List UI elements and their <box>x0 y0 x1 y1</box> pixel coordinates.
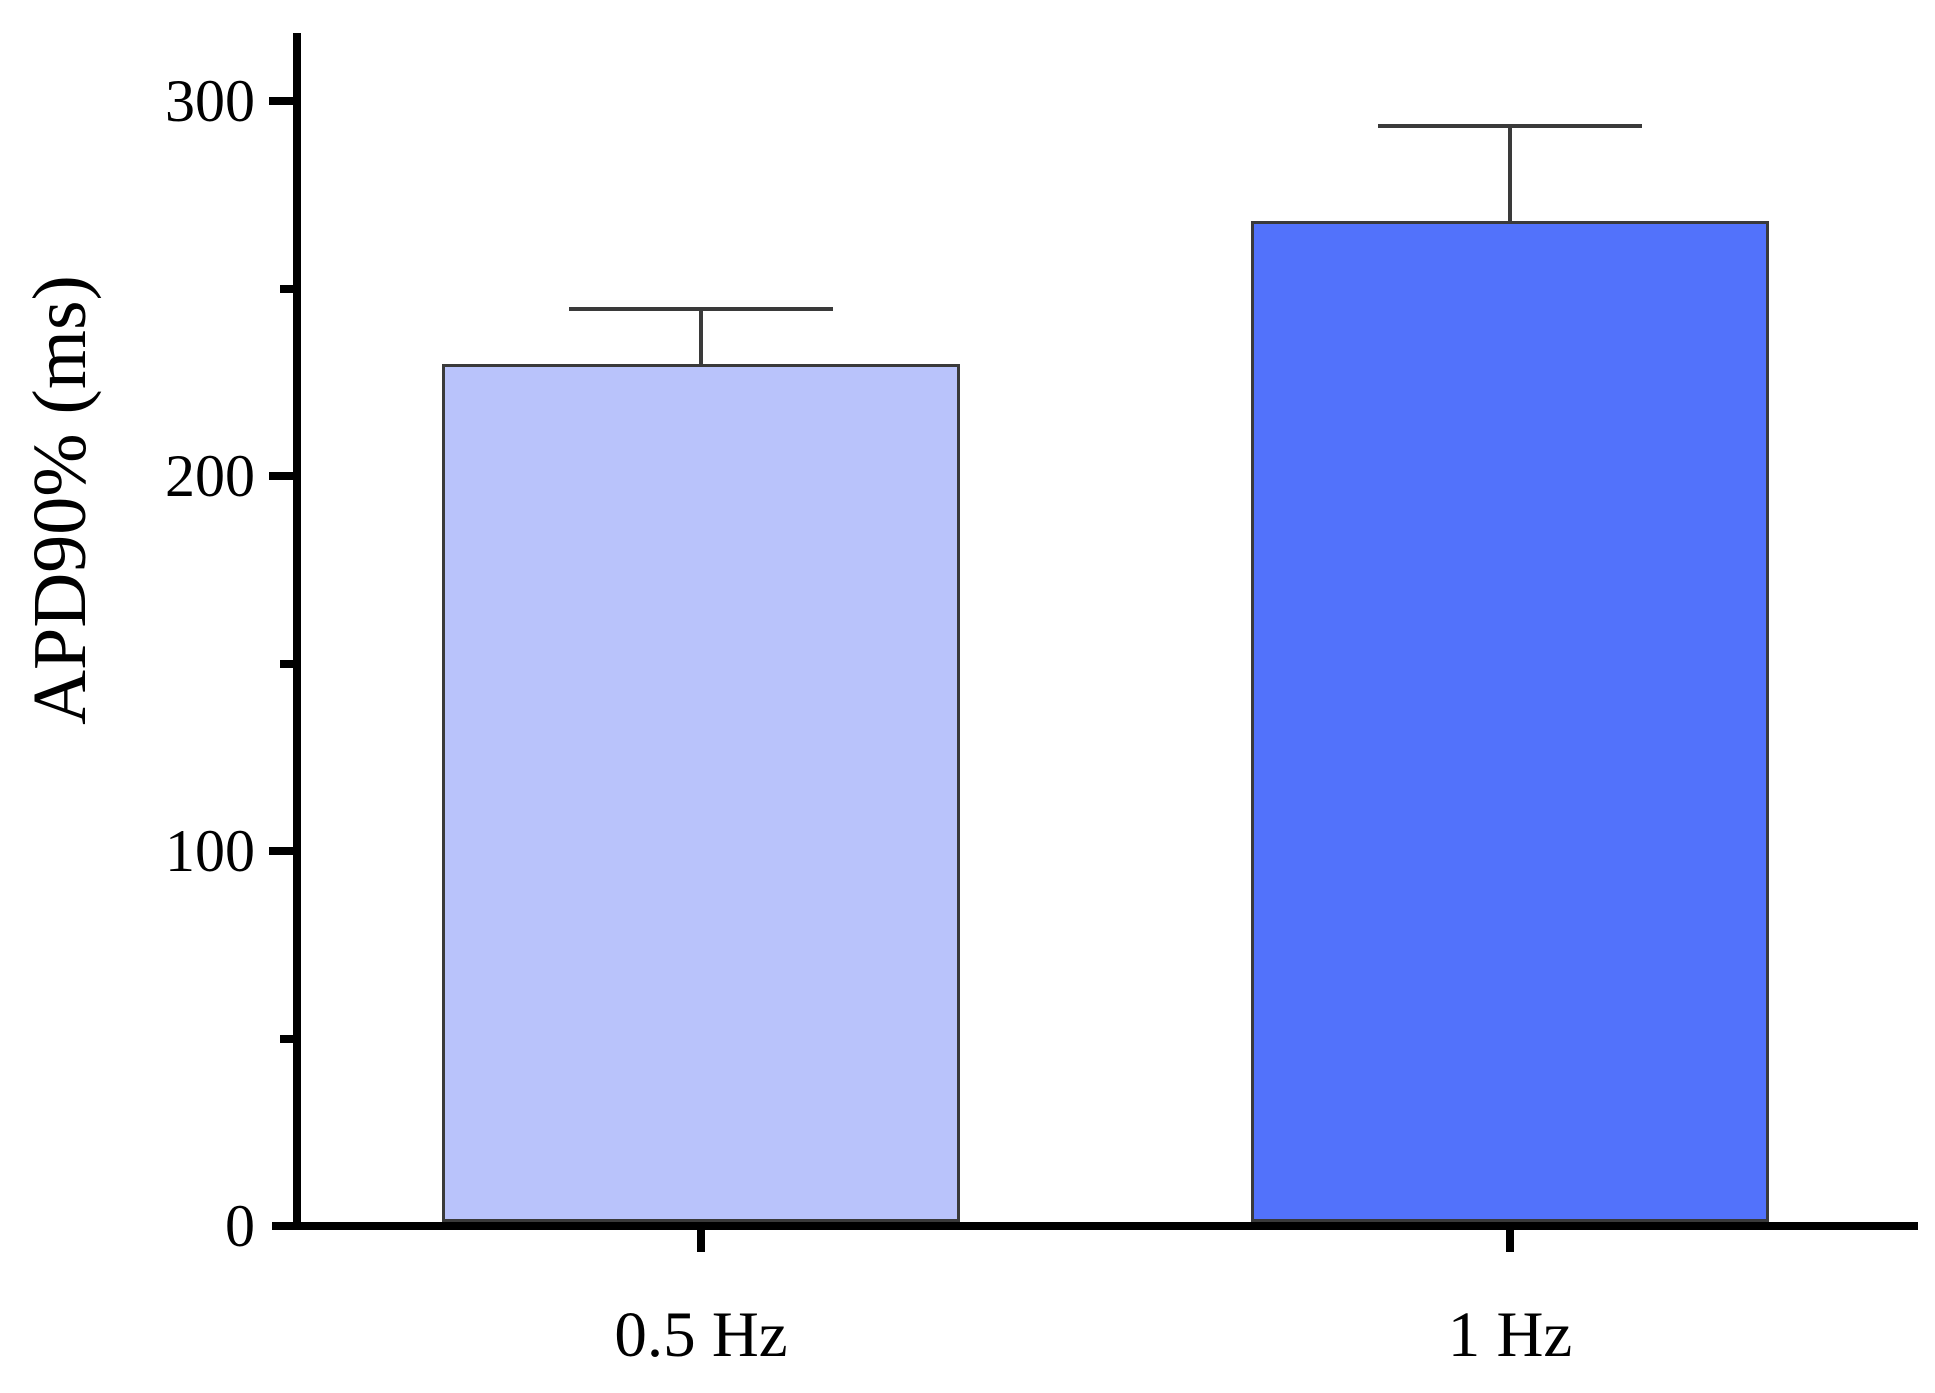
y-major-tick <box>269 97 293 105</box>
bar <box>1251 221 1769 1222</box>
y-tick-label: 100 <box>165 818 255 884</box>
bar <box>442 363 960 1222</box>
error-bar-cap <box>1378 123 1642 128</box>
error-bar-line <box>1508 123 1512 221</box>
y-major-tick <box>269 847 293 855</box>
y-major-tick <box>269 472 293 480</box>
y-minor-tick <box>280 1034 293 1043</box>
x-tick <box>1506 1230 1514 1252</box>
error-bar-cap <box>569 307 833 312</box>
x-category-label: 1 Hz <box>1447 1299 1573 1371</box>
y-axis-line <box>293 33 301 1230</box>
x-axis-line <box>272 1222 1918 1230</box>
x-category-label: 0.5 Hz <box>614 1299 788 1371</box>
y-minor-tick <box>280 659 293 668</box>
y-tick-label: 300 <box>165 68 255 134</box>
y-minor-tick <box>280 284 293 293</box>
y-tick-label: 0 <box>225 1193 255 1259</box>
y-tick-label: 200 <box>165 443 255 509</box>
error-bar-line <box>699 307 703 364</box>
x-tick <box>697 1230 705 1252</box>
